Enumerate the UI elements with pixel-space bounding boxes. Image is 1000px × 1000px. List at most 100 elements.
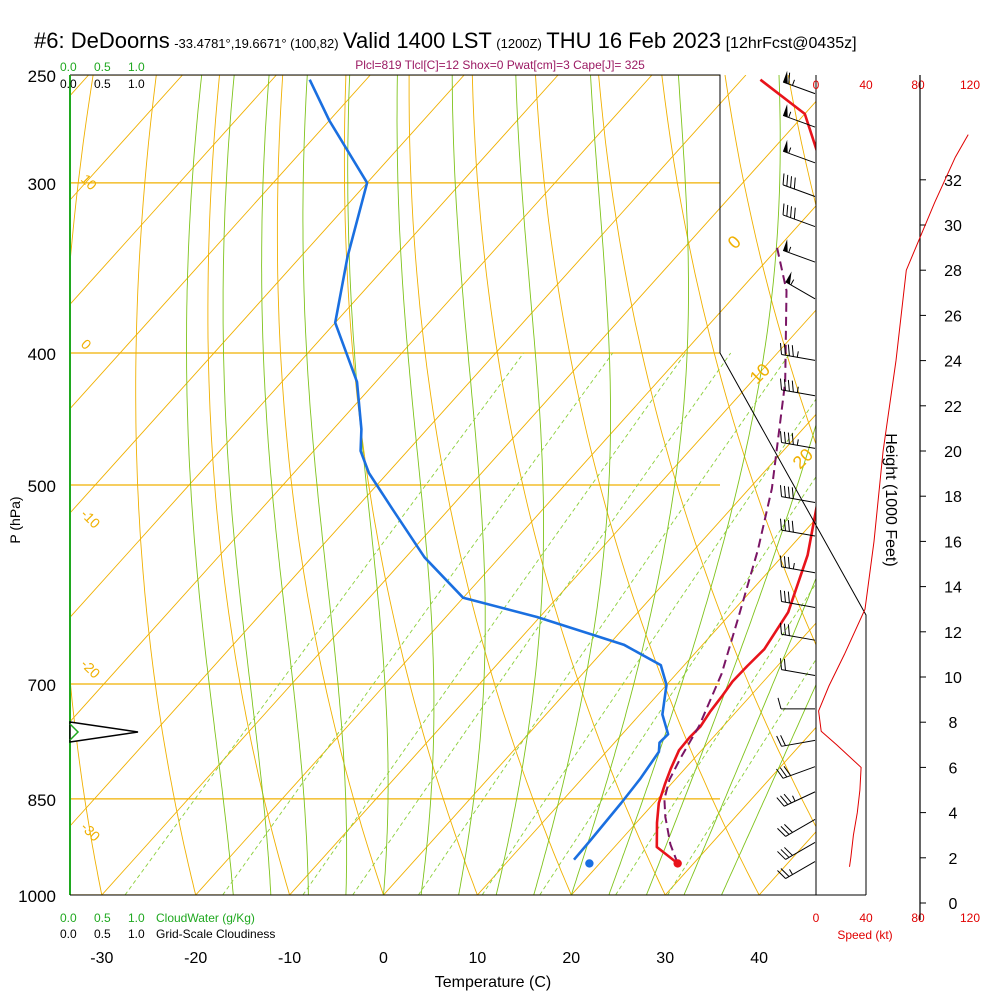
barb-feather bbox=[787, 591, 790, 603]
isotherm-line bbox=[289, 309, 816, 895]
dry-adiabat-label: -10 bbox=[78, 506, 104, 532]
cloud-scale-tick: 0.0 bbox=[60, 77, 77, 91]
wind-barb bbox=[782, 239, 816, 263]
barb-half-feather bbox=[788, 246, 792, 253]
barb-feather bbox=[787, 486, 790, 499]
dry-adiabat-line bbox=[471, 75, 666, 895]
barb-feather bbox=[779, 485, 783, 497]
barb-feather bbox=[780, 795, 789, 805]
wind-barb bbox=[777, 818, 816, 837]
cloud-scale-tick: 0.0 bbox=[60, 60, 77, 74]
pressure-tick-label: 850 bbox=[28, 791, 56, 810]
barb-staff bbox=[782, 114, 816, 128]
barb-half-feather bbox=[796, 351, 799, 358]
dry-adiabat-line bbox=[207, 75, 291, 895]
height-tick-label: 4 bbox=[949, 806, 958, 823]
cloud-scale-tick: 0.5 bbox=[94, 927, 111, 941]
barb-feather bbox=[786, 174, 789, 187]
isotherm-line bbox=[70, 75, 371, 410]
moist-adiabat-line bbox=[645, 423, 816, 895]
mixing-ratio-line bbox=[667, 658, 816, 895]
barb-half-feather bbox=[788, 111, 792, 118]
temperature-tick-label: -30 bbox=[90, 950, 113, 967]
isotherm-line bbox=[70, 75, 465, 514]
barb-staff bbox=[781, 601, 816, 608]
barb-half-feather bbox=[796, 439, 799, 446]
barb-feather bbox=[782, 203, 785, 215]
barb-feather bbox=[787, 520, 790, 532]
mixing-ratio-line bbox=[481, 398, 816, 895]
moist-adiabat-line bbox=[302, 75, 348, 895]
barb-feather bbox=[779, 378, 783, 390]
height-tick-label: 26 bbox=[944, 308, 962, 325]
barb-staff bbox=[785, 281, 816, 300]
height-tick-label: 12 bbox=[944, 625, 962, 642]
barb-feather bbox=[793, 207, 796, 220]
height-tick-label: 10 bbox=[944, 670, 962, 687]
barb-pennant bbox=[785, 271, 792, 285]
dry-adiabat-line bbox=[724, 75, 816, 446]
cloudwater-label: CloudWater (g/Kg) bbox=[156, 911, 255, 925]
moist-adiabat-line bbox=[222, 75, 272, 895]
barb-feather bbox=[777, 851, 786, 860]
y-axis-label: P (hPa) bbox=[7, 496, 23, 543]
isotherm-line bbox=[664, 726, 816, 895]
isotherm-line bbox=[477, 518, 816, 895]
barb-feather bbox=[788, 72, 791, 85]
wind-barb bbox=[782, 139, 816, 164]
barb-staff bbox=[781, 389, 816, 397]
wind-barb bbox=[779, 343, 816, 361]
barb-feather bbox=[777, 828, 786, 837]
barb-feather bbox=[779, 518, 783, 531]
pressure-tick-label: 1000 bbox=[18, 887, 56, 906]
barb-staff bbox=[782, 150, 816, 164]
barb-feather bbox=[779, 658, 783, 670]
barb-feather bbox=[780, 735, 786, 746]
barb-half-feather bbox=[790, 279, 795, 286]
dry-adiabat-line bbox=[135, 75, 197, 895]
height-tick-label: 16 bbox=[944, 534, 962, 551]
pressure-tick-label: 700 bbox=[28, 676, 56, 695]
chart-title: #6: DeDoorns -33.4781°,19.6671° (100,82)… bbox=[34, 28, 857, 54]
barb-feather bbox=[790, 176, 793, 188]
valid-date: THU 16 Feb 2023 bbox=[546, 28, 722, 53]
barb-feather bbox=[783, 519, 786, 531]
mixing-ratio-label: 12 bbox=[536, 893, 557, 913]
barb-feather bbox=[787, 556, 790, 569]
wind-barb bbox=[776, 735, 816, 747]
barb-feather bbox=[787, 379, 790, 392]
barb-feather bbox=[782, 173, 785, 185]
barb-feather bbox=[777, 870, 786, 879]
moist-adiabat-line bbox=[721, 683, 816, 895]
pressure-tick-label: 250 bbox=[28, 67, 56, 86]
dry-adiabat-line bbox=[70, 75, 103, 895]
barb-feather bbox=[776, 768, 784, 779]
height-tick-label: 20 bbox=[944, 444, 962, 461]
moist-adiabat-line bbox=[261, 75, 309, 895]
mixing-ratio-label: 20 bbox=[612, 893, 633, 913]
mixing-ratio-label: 2 bbox=[302, 899, 318, 914]
sounding-parameters: Plcl=819 Tlcl[C]=12 Shox=0 Pwat[cm]=3 Ca… bbox=[355, 58, 645, 72]
height-tick-label: 32 bbox=[944, 173, 962, 190]
utc-time: (1200Z) bbox=[496, 36, 542, 51]
wind-barb bbox=[779, 485, 816, 503]
barb-feather bbox=[777, 697, 782, 709]
wind-barb bbox=[779, 555, 816, 574]
barb-feather bbox=[787, 344, 790, 356]
dry-adiabat-line bbox=[343, 75, 478, 895]
barb-feather bbox=[783, 658, 786, 671]
mixing-ratio-label: 3 bbox=[355, 899, 371, 914]
wind-barb bbox=[779, 518, 816, 537]
height-tick-label: 14 bbox=[944, 580, 962, 597]
dry-adiabat-line bbox=[661, 75, 816, 646]
speed-axis-label: Speed (kt) bbox=[837, 928, 892, 942]
pressure-tick-label: 500 bbox=[28, 477, 56, 496]
barb-half-feather bbox=[789, 869, 793, 875]
wind-barb bbox=[777, 697, 815, 710]
moist-adiabat-line bbox=[347, 75, 389, 895]
barb-pennant bbox=[783, 139, 788, 153]
barb-half-feather bbox=[792, 795, 796, 802]
barb-staff bbox=[783, 791, 816, 807]
mixing-ratio-label: 5 bbox=[416, 899, 432, 914]
